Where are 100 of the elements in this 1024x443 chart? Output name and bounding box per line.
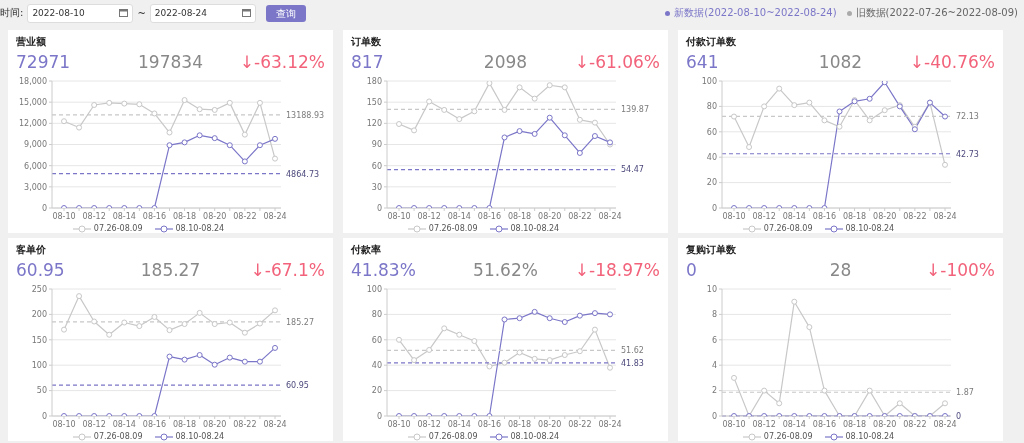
x-tick-label: 08-20 [203,419,227,429]
x-tick-label: 08-10 [722,419,746,429]
y-tick-label: 0 [41,203,47,213]
y-tick-label: 150 [31,335,47,345]
y-tick-label: 100 [366,284,382,294]
x-tick-label: 08-18 [507,211,532,221]
y-tick-label: 6,000 [24,161,47,171]
x-tick-label: 08-12 [417,419,441,429]
x-tick-label: 08-22 [568,211,592,221]
text: 817 [351,52,385,72]
y-tick-label: 180 [366,76,382,86]
y-tick-label: 9,000 [24,140,47,150]
x-tick-label: 08-18 [507,419,532,429]
legend-label: 08.10-08.24 [845,224,895,233]
ref-line-label: 139.87 [621,105,649,115]
y-tick-label: 80 [371,310,382,320]
x-tick-label: 08-22 [233,419,257,429]
y-tick-label: 4 [711,361,717,371]
legend-label: 08.10-08.24 [175,432,225,441]
legend-label: 08.10-08.24 [845,432,895,441]
x-tick-label: 08-14 [782,211,806,221]
y-tick-label: 50 [36,386,47,396]
text: 新数据(2022-08-10~2022-08-24) [674,6,837,20]
x-tick-label: 08-12 [752,211,776,221]
y-tick-label: 0 [41,411,47,421]
x-tick-label: 08-14 [782,419,806,429]
x-tick-label: 08-24 [933,419,957,429]
x-tick-label: 08-16 [142,211,167,221]
y-tick-label: 60 [371,161,382,171]
y-tick-label: 8 [711,310,717,320]
legend-label: 07.26-08.09 [763,224,813,233]
ref-line-label: 1.87 [956,388,974,398]
x-tick-label: 08-20 [538,419,562,429]
ref-line-label: 72.13 [956,112,979,122]
x-tick-label: 08-18 [172,211,197,221]
text: ~ [137,7,146,19]
x-tick-label: 08-20 [203,211,227,221]
x-tick-label: 08-24 [598,211,622,221]
text: ↓-67.1% [249,260,325,280]
legend-label: 08.10-08.24 [510,224,560,233]
chart-title: 营业额 [16,35,47,49]
ref-line-label: 4864.73 [286,169,320,179]
y-tick-label: 0 [711,203,717,213]
legend-label: 08.10-08.24 [175,224,225,233]
legend-label: 08.10-08.24 [510,432,560,441]
x-tick-label: 08-10 [52,419,76,429]
ref-line-label: 41.83 [621,358,644,368]
ref-line-label: 13188.93 [286,110,325,120]
x-tick-label: 08-10 [52,211,76,221]
legend-label: 07.26-08.09 [428,224,478,233]
x-tick-label: 08-12 [82,419,106,429]
x-tick-label: 08-14 [447,419,471,429]
ref-line-label: 54.47 [621,165,644,175]
y-tick-label: 18,000 [19,76,47,86]
text: ↓-63.12% [238,52,325,72]
x-tick-label: 08-10 [387,419,411,429]
text: 185.27 [139,260,202,280]
ref-line-label: 60.95 [286,380,309,390]
text: 查询 [265,4,306,22]
y-tick-label: 40 [706,153,717,163]
y-tick-label: 15,000 [19,98,47,108]
ref-line-label: 42.73 [956,149,979,159]
text: 60.95 [16,260,66,280]
x-tick-label: 08-18 [172,419,197,429]
x-tick-label: 08-14 [112,211,136,221]
y-tick-label: 3,000 [24,182,47,192]
x-tick-label: 08-18 [842,211,867,221]
chart-title: 付款率 [351,243,382,257]
x-tick-label: 08-22 [233,211,257,221]
x-tick-label: 08-20 [873,211,897,221]
x-tick-label: 08-16 [477,419,502,429]
y-tick-label: 20 [371,386,382,396]
x-tick-label: 08-16 [142,419,167,429]
x-tick-label: 08-14 [112,419,136,429]
x-tick-label: 08-18 [842,419,867,429]
text: 51.62% [472,260,539,280]
y-tick-label: 12,000 [19,119,47,129]
text: 2098 [482,52,529,72]
text: 72971 [16,52,72,72]
x-tick-label: 08-16 [477,211,502,221]
y-tick-label: 200 [31,310,47,320]
x-tick-label: 08-14 [447,211,471,221]
y-tick-label: 60 [706,127,717,137]
x-tick-label: 08-24 [933,211,957,221]
x-tick-label: 08-22 [568,419,592,429]
y-tick-label: 20 [706,178,717,188]
x-tick-label: 08-12 [752,419,776,429]
legend-label: 07.26-08.09 [763,432,813,441]
text: 41.83% [351,260,417,280]
text: 1082 [817,52,864,72]
text: 2022-08-10 [27,3,134,23]
y-tick-label: 250 [31,284,47,294]
chart-title: 复购订单数 [686,243,737,257]
text: 28 [828,260,853,280]
y-tick-label: 40 [371,361,382,371]
text: ↓-18.97% [573,260,660,280]
x-tick-label: 08-20 [538,211,562,221]
x-tick-label: 08-24 [598,419,622,429]
legend-label: 07.26-08.09 [93,432,143,441]
x-tick-label: 08-12 [417,211,441,221]
